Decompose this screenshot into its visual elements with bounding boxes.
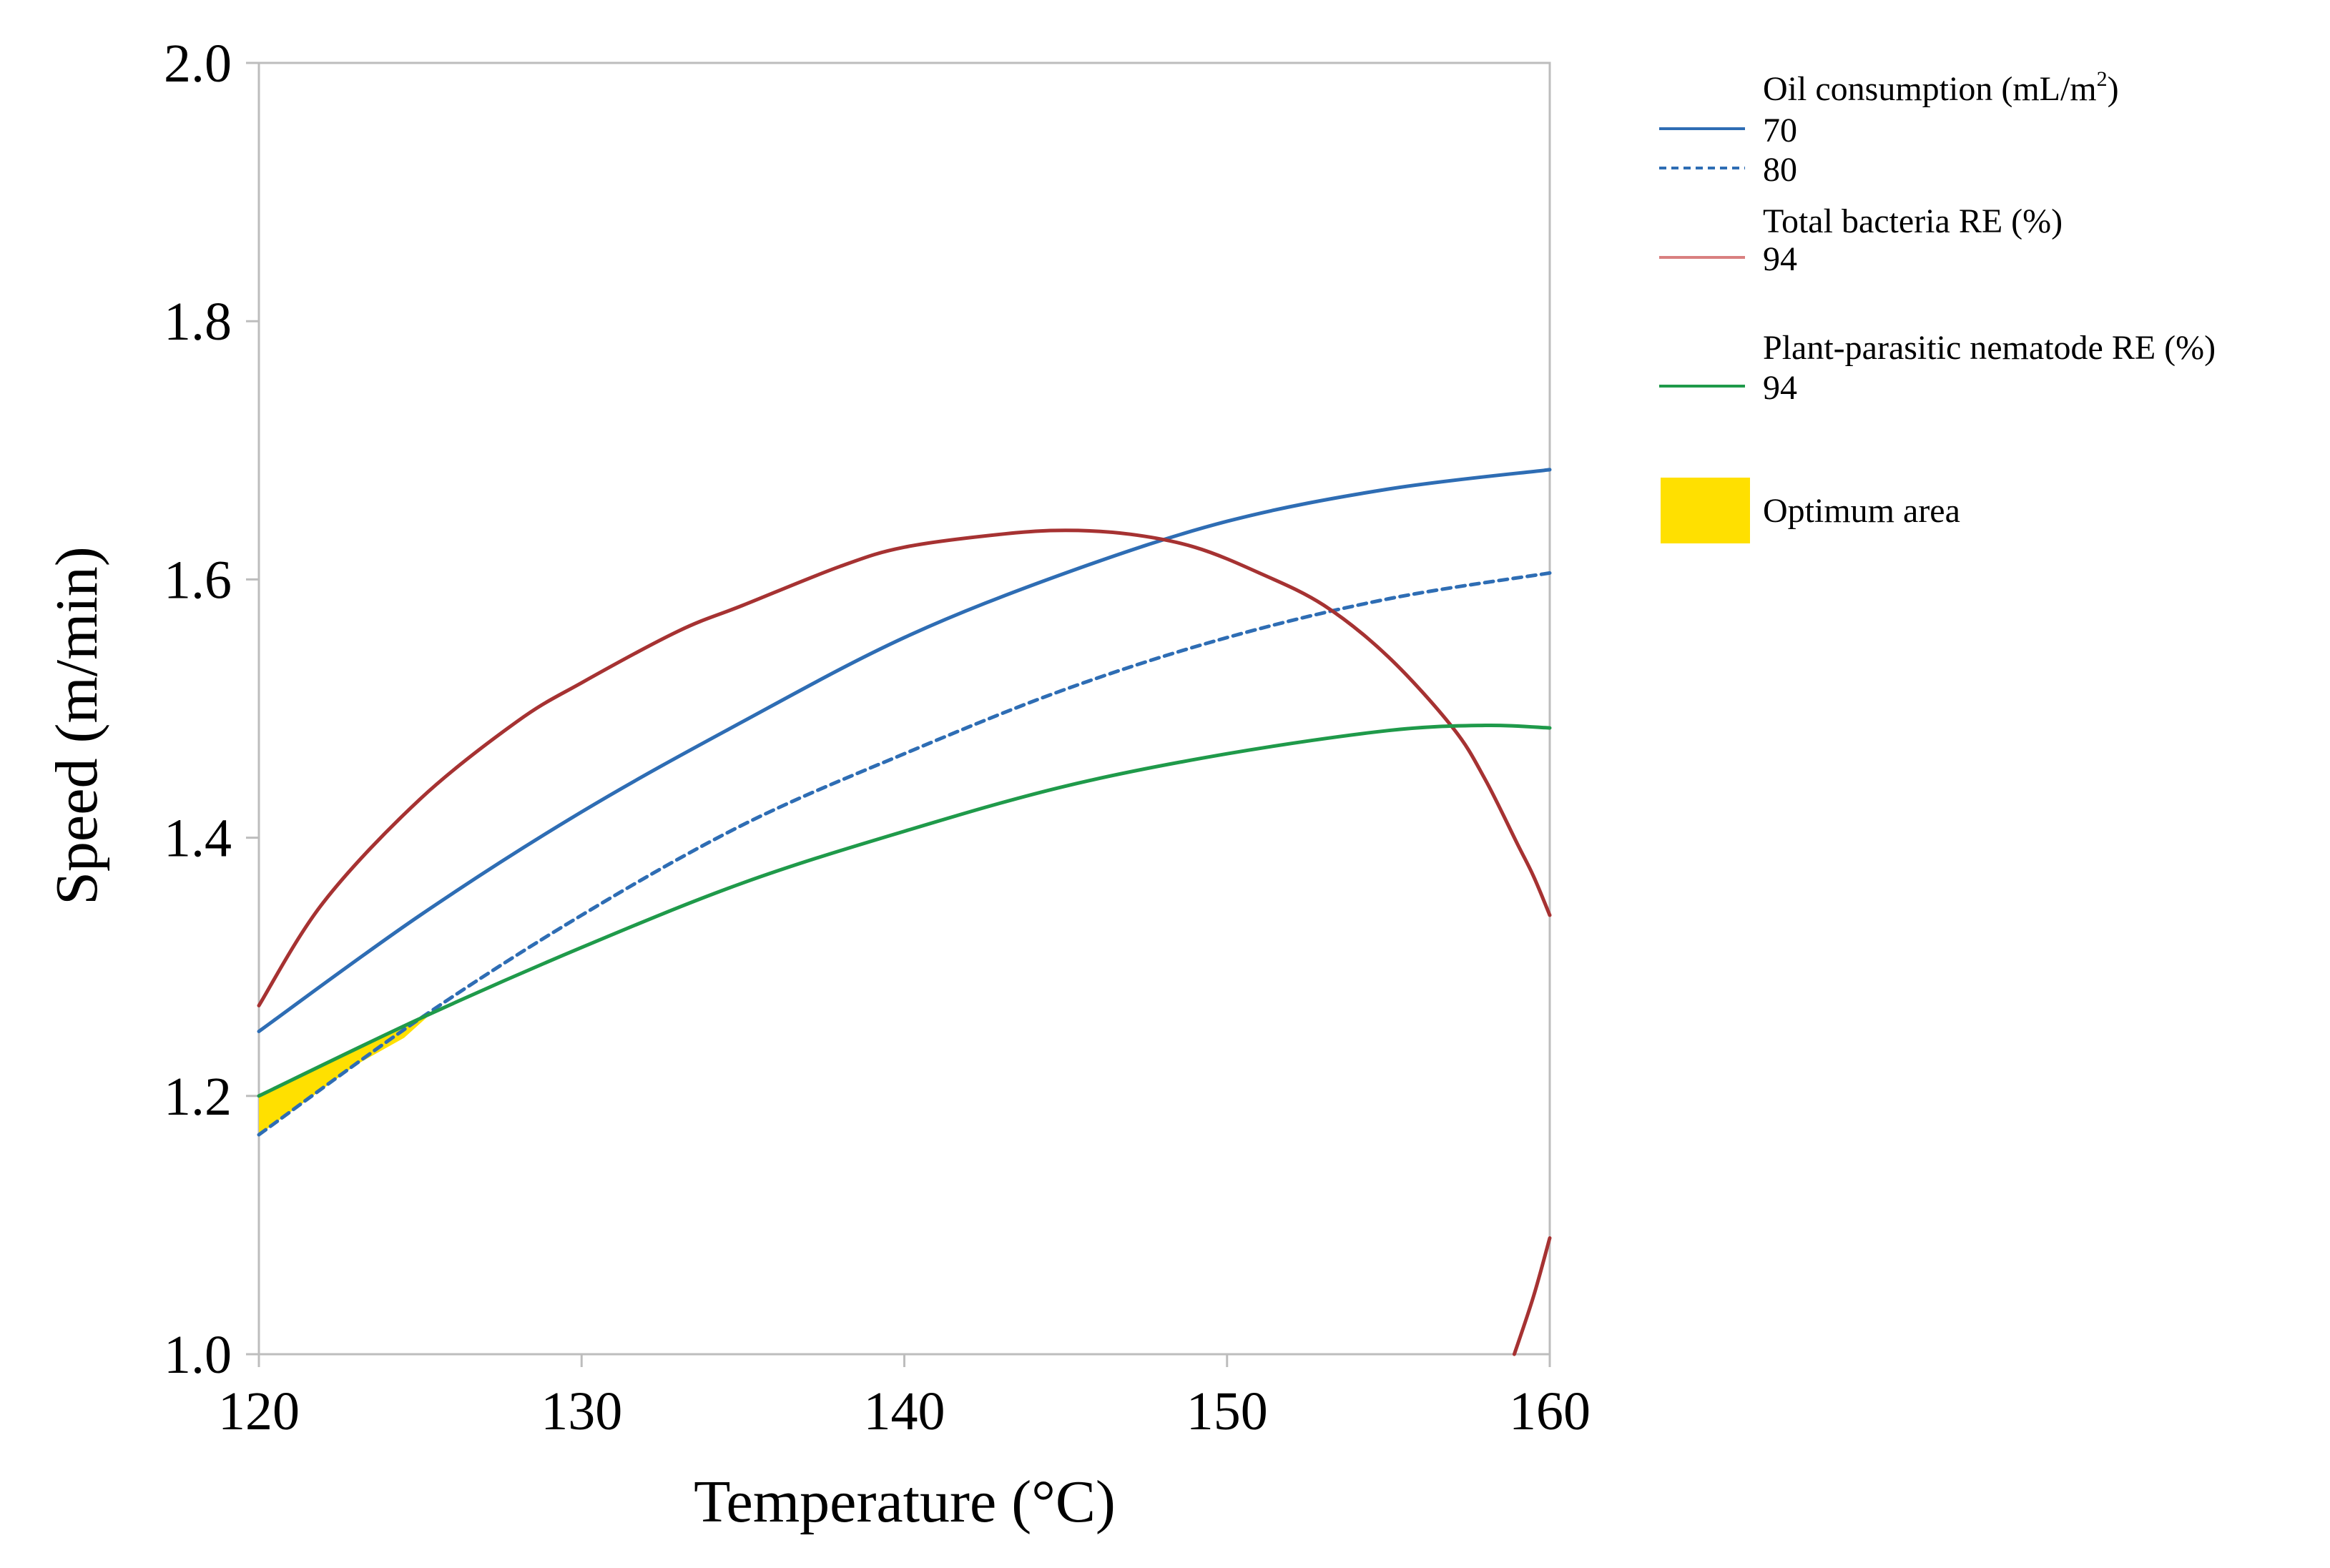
y-tick-label: 1.0 [164, 1325, 232, 1385]
optimum-area [259, 1015, 431, 1135]
legend-bacteria-title: Total bacteria RE (%) [1763, 202, 2063, 240]
y-tick-label: 1.8 [164, 292, 232, 352]
x-tick-label: 120 [218, 1381, 300, 1441]
y-axis-ticks: 1.0 1.2 1.4 1.6 1.8 2.0 [164, 34, 259, 1385]
legend-oil-80-label: 80 [1763, 151, 1797, 189]
legend: Oil consumption (mL/m2) 70 80 Total bact… [1659, 67, 2216, 543]
legend-optimum-label: Optimum area [1763, 492, 1960, 530]
plot-frame [257, 61, 1551, 1356]
x-axis-title: Temperature (°C) [694, 1469, 1116, 1535]
x-tick-label: 160 [1509, 1381, 1591, 1441]
y-tick-label: 1.2 [164, 1067, 232, 1127]
x-axis-ticks: 120 130 140 150 160 [218, 1354, 1591, 1441]
x-tick-label: 130 [541, 1381, 622, 1441]
series-line-nematode-94 [257, 723, 1552, 1098]
legend-bacteria-94-label: 94 [1763, 240, 1797, 278]
legend-optimum-swatch [1661, 478, 1750, 543]
legend-oil-title: Oil consumption (mL/m2) [1763, 67, 2119, 108]
legend-nematode-94-label: 94 [1763, 369, 1797, 407]
legend-nematode-title: Plant-parasitic nematode RE (%) [1763, 329, 2216, 367]
x-tick-label: 140 [864, 1381, 945, 1441]
series-line-bacteria-94 [257, 528, 1552, 1007]
series-line-oil-70 [257, 468, 1552, 1033]
x-tick-label: 150 [1186, 1381, 1268, 1441]
series-line-oil-80 [257, 571, 1552, 1137]
legend-oil-70-label: 70 [1763, 112, 1797, 149]
y-tick-label: 1.4 [164, 809, 232, 869]
series-layer [257, 468, 1552, 1356]
y-tick-label: 1.6 [164, 550, 232, 610]
y-axis-title: Speed (m/min) [44, 546, 110, 905]
y-tick-label: 2.0 [164, 34, 232, 94]
series-line-bacteria-94-lower [1512, 1236, 1552, 1356]
